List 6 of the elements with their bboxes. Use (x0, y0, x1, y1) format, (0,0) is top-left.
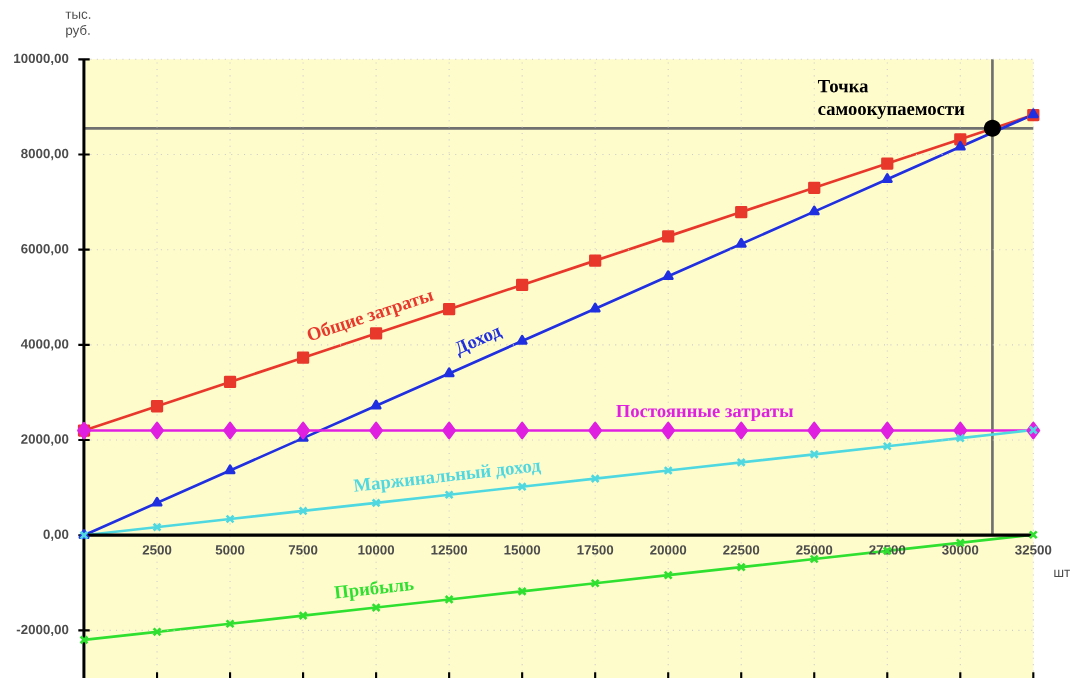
text: Общие затраты (307, 291, 435, 340)
text: Доход (455, 327, 504, 359)
text: Маржинальный доход (353, 462, 542, 493)
series-label: Постоянные затраты (616, 404, 794, 422)
annotation: Точка самоокупаемости (817, 80, 965, 119)
text: Прибыль (333, 580, 414, 601)
